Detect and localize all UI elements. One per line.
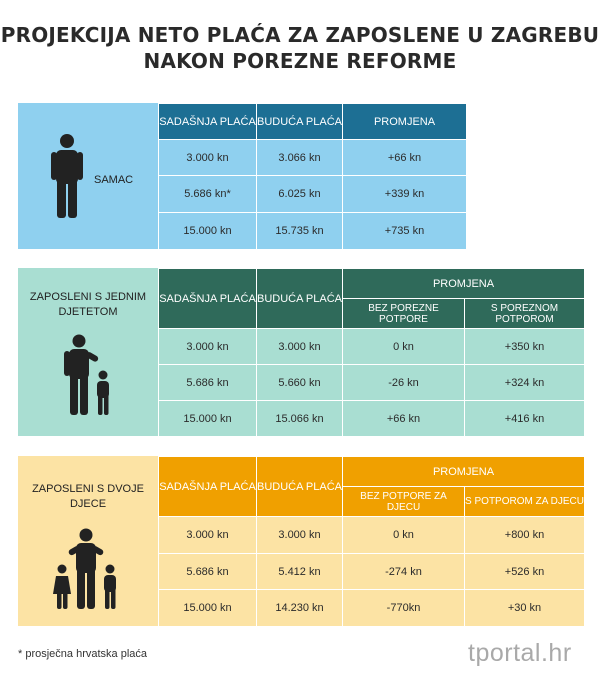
side-label: ZAPOSLENI S DVOJE DJECE [32,483,144,510]
title-line-2: NAKON POREZNE REFORME [143,49,457,73]
cell: +30 kn [464,589,585,627]
table-row: 3.000 kn 3.066 kn +66 kn [158,139,467,176]
col-header-future: BUDUĆA PLAĆA [256,456,343,517]
side-label: ZAPOSLENI S JEDNIM DJETETOM [29,291,147,318]
salary-table: SADAŠNJA PLAĆA BUDUĆA PLAĆA PROMJENA BEZ… [158,268,585,437]
salary-table: SADAŠNJA PLAĆA BUDUĆA PLAĆA PROMJENA 3.0… [158,103,467,250]
col-subheader-without: BEZ POREZNE POTPORE [342,298,465,329]
cell: 0 kn [342,516,465,554]
person-icon [51,134,83,218]
cell: 5.412 kn [256,553,343,590]
cell: 15.000 kn [158,589,257,627]
cell: 3.000 kn [158,328,257,365]
tportal-logo[interactable]: tportal.hr [468,639,572,667]
cell: +324 kn [464,364,585,401]
col-subheader-with: S POREZNOM POTPOROM [464,298,585,329]
cell: 14.230 kn [256,589,343,627]
cell: +800 kn [464,516,585,554]
cell: +339 kn [342,175,467,213]
cell: +350 kn [464,328,585,365]
cell: +526 kn [464,553,585,590]
cell: 3.000 kn [158,139,257,176]
cell: 3.000 kn [158,516,257,554]
parent-two-children-icon [53,528,116,609]
table-row: 15.000 kn 15.066 kn +66 kn +416 kn [158,400,585,437]
cell: -770kn [342,589,465,627]
cell: +416 kn [464,400,585,437]
cell: 3.000 kn [256,516,343,554]
cell: +66 kn [342,139,467,176]
cell: 3.066 kn [256,139,343,176]
cell: -274 kn [342,553,465,590]
cell: 0 kn [342,328,465,365]
table-one-child: ZAPOSLENI S JEDNIM DJETETOM SADAŠNJA PLA… [18,268,585,437]
cell: 5.660 kn [256,364,343,401]
table-row: 15.000 kn 15.735 kn +735 kn [158,212,467,250]
salary-table: SADAŠNJA PLAĆA BUDUĆA PLAĆA PROMJENA BEZ… [158,456,585,627]
col-header-current: SADAŠNJA PLAĆA [158,456,257,517]
cell: 15.735 kn [256,212,343,250]
header-row: SADAŠNJA PLAĆA BUDUĆA PLAĆA PROMJENA [158,103,467,140]
cell: 5.686 kn* [158,175,257,213]
col-header-future: BUDUĆA PLAĆA [256,268,343,329]
cell: -26 kn [342,364,465,401]
parent-one-child-icon [64,334,109,415]
table-row: 3.000 kn 3.000 kn 0 kn +350 kn [158,328,585,365]
cell: 5.686 kn [158,553,257,590]
table-two-children: ZAPOSLENI S DVOJE DJECE SADAŠNJA PLAĆA B… [18,456,585,627]
col-header-current: SADAŠNJA PLAĆA [158,268,257,329]
cell: 3.000 kn [256,328,343,365]
cell: 15.000 kn [158,212,257,250]
cell: 5.686 kn [158,364,257,401]
table-row: 5.686 kn 5.412 kn -274 kn +526 kn [158,553,585,590]
table-row: 5.686 kn 5.660 kn -26 kn +324 kn [158,364,585,401]
cell: 15.000 kn [158,400,257,437]
col-header-change: PROMJENA [342,456,585,487]
col-subheader-with: S POTPOROM ZA DJECU [464,486,585,517]
table-row: 3.000 kn 3.000 kn 0 kn +800 kn [158,516,585,554]
table-single: SAMAC SADAŠNJA PLAĆA BUDUĆA PLAĆA PROMJE… [18,103,467,250]
cell: 6.025 kn [256,175,343,213]
col-header-future: BUDUĆA PLAĆA [256,103,343,140]
col-header-change: PROMJENA [342,103,467,140]
table-row: 15.000 kn 14.230 kn -770kn +30 kn [158,589,585,627]
cell: +66 kn [342,400,465,437]
cell: 15.066 kn [256,400,343,437]
title-line-1: PROJEKCIJA NETO PLAĆA ZA ZAPOSLENE U ZAG… [0,23,600,47]
col-subheader-without: BEZ POTPORE ZA DJECU [342,486,465,517]
cell: +735 kn [342,212,467,250]
footnote: * prosječna hrvatska plaća [18,648,148,660]
col-header-change: PROMJENA [342,268,585,299]
col-header-current: SADAŠNJA PLAĆA [158,103,257,140]
header-row: SADAŠNJA PLAĆA BUDUĆA PLAĆA PROMJENA [158,456,585,517]
side-panel [18,103,158,249]
side-label: SAMAC [94,174,134,186]
table-row: 5.686 kn* 6.025 kn +339 kn [158,175,467,213]
header-row: SADAŠNJA PLAĆA BUDUĆA PLAĆA PROMJENA [158,268,585,329]
page-title: PROJEKCIJA NETO PLAĆA ZA ZAPOSLENE U ZAG… [0,22,600,74]
